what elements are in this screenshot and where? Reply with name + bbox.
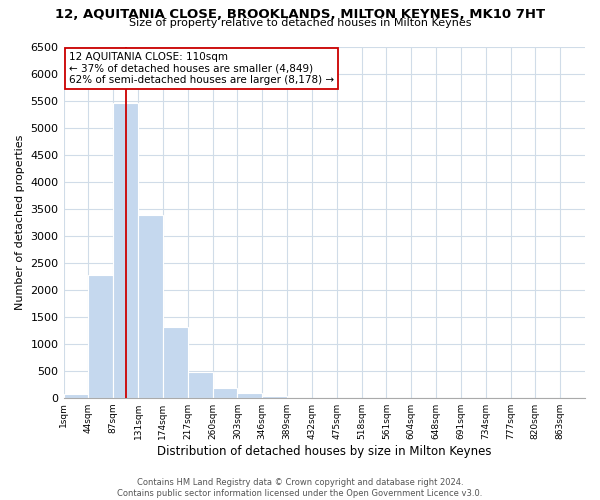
Y-axis label: Number of detached properties: Number of detached properties	[15, 134, 25, 310]
X-axis label: Distribution of detached houses by size in Milton Keynes: Distribution of detached houses by size …	[157, 444, 491, 458]
Bar	[64, 394, 88, 398]
Bar	[88, 274, 113, 398]
Bar	[238, 394, 262, 398]
Bar	[138, 215, 163, 398]
Bar	[163, 328, 188, 398]
Bar	[188, 372, 212, 398]
Text: Size of property relative to detached houses in Milton Keynes: Size of property relative to detached ho…	[129, 18, 471, 28]
Text: 12, AQUITANIA CLOSE, BROOKLANDS, MILTON KEYNES, MK10 7HT: 12, AQUITANIA CLOSE, BROOKLANDS, MILTON …	[55, 8, 545, 20]
Bar	[262, 396, 287, 398]
Bar	[113, 103, 138, 398]
Text: Contains HM Land Registry data © Crown copyright and database right 2024.
Contai: Contains HM Land Registry data © Crown c…	[118, 478, 482, 498]
Text: 12 AQUITANIA CLOSE: 110sqm
← 37% of detached houses are smaller (4,849)
62% of s: 12 AQUITANIA CLOSE: 110sqm ← 37% of deta…	[69, 52, 334, 85]
Bar	[212, 388, 238, 398]
